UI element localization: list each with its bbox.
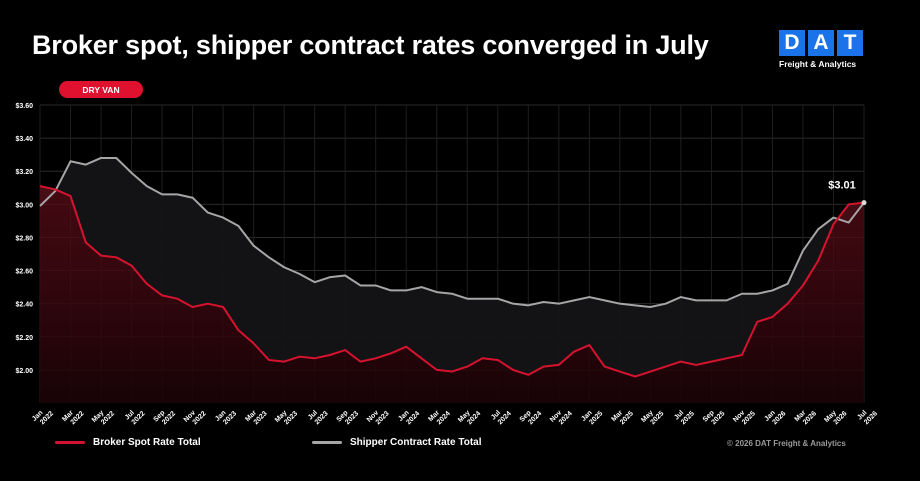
x-tick-label: May2026 xyxy=(823,404,848,429)
legend-item-contract: Shipper Contract Rate Total xyxy=(312,437,482,448)
y-tick-label: $3.40 xyxy=(15,136,33,143)
logo-letter-a: A xyxy=(808,30,834,56)
x-tick-label: Mar2024 xyxy=(427,404,451,428)
x-tick-label: Mar2022 xyxy=(61,404,85,428)
x-tick-label: Nov2023 xyxy=(366,404,391,429)
y-tick-label: $2.80 xyxy=(15,235,33,242)
logo-letter-t: T xyxy=(837,30,863,56)
x-tick-label: Mar2026 xyxy=(794,404,818,428)
contract-spot-band xyxy=(40,157,864,377)
x-tick-label: Jan2026 xyxy=(763,404,787,428)
x-tick-label: Nov2022 xyxy=(183,404,208,429)
dat-logo: D A T Freight & Analytics xyxy=(779,30,863,69)
copyright-text: © 2026 DAT Freight & Analytics xyxy=(727,439,846,448)
x-tick-label: Jul2026 xyxy=(856,404,879,427)
x-tick-label: Jan2023 xyxy=(214,404,238,428)
legend-swatch-contract xyxy=(312,441,342,444)
x-tick-label: Jan2022 xyxy=(31,404,55,428)
x-tick-label: Nov2025 xyxy=(732,404,757,429)
x-tick-label: Jul2025 xyxy=(673,404,696,427)
x-tick-label: May2022 xyxy=(91,404,116,429)
x-tick-label: Sep2025 xyxy=(702,404,727,429)
x-tick-label: Jan2025 xyxy=(580,404,604,428)
y-tick-label: $3.20 xyxy=(15,169,33,176)
x-tick-label: Sep2024 xyxy=(519,404,544,429)
legend-label-contract: Shipper Contract Rate Total xyxy=(350,437,482,448)
y-tick-label: $2.00 xyxy=(15,368,33,375)
x-tick-label: Jul2024 xyxy=(490,404,513,427)
y-tick-label: $2.20 xyxy=(15,335,33,342)
x-tick-label: Nov2024 xyxy=(549,404,574,429)
x-tick-label: Jul2022 xyxy=(124,404,147,427)
spot-rate-line xyxy=(39,185,865,378)
y-tick-label: $2.60 xyxy=(15,269,33,276)
y-tick-label: $3.00 xyxy=(15,202,33,209)
x-tick-label: May2025 xyxy=(640,404,665,429)
legend-label-spot: Broker Spot Rate Total xyxy=(93,437,201,448)
chart-title: Broker spot, shipper contract rates conv… xyxy=(32,30,709,60)
x-tick-label: Mar2023 xyxy=(244,404,268,428)
x-tick-label: May2024 xyxy=(457,404,482,429)
legend-item-spot: Broker Spot Rate Total xyxy=(55,437,201,448)
x-tick-label: Jul2023 xyxy=(307,404,330,427)
logo-letter-d: D xyxy=(779,30,805,56)
end-point-marker xyxy=(861,200,867,206)
dry-van-badge: DRY VAN xyxy=(59,81,143,98)
x-tick-label: Sep2023 xyxy=(336,404,361,429)
spot-area xyxy=(40,186,864,403)
x-tick-label: Jan2024 xyxy=(397,404,421,428)
contract-rate-line xyxy=(39,156,865,308)
x-tick-label: May2023 xyxy=(274,404,299,429)
y-tick-label: $2.40 xyxy=(15,302,33,309)
x-tick-label: Mar2025 xyxy=(611,404,635,428)
y-tick-label: $3.60 xyxy=(15,103,33,110)
x-tick-label: Sep2022 xyxy=(152,404,177,429)
logo-subtitle: Freight & Analytics xyxy=(779,59,857,69)
end-value-label: $3.01 xyxy=(828,180,856,192)
legend-swatch-spot xyxy=(55,441,85,444)
